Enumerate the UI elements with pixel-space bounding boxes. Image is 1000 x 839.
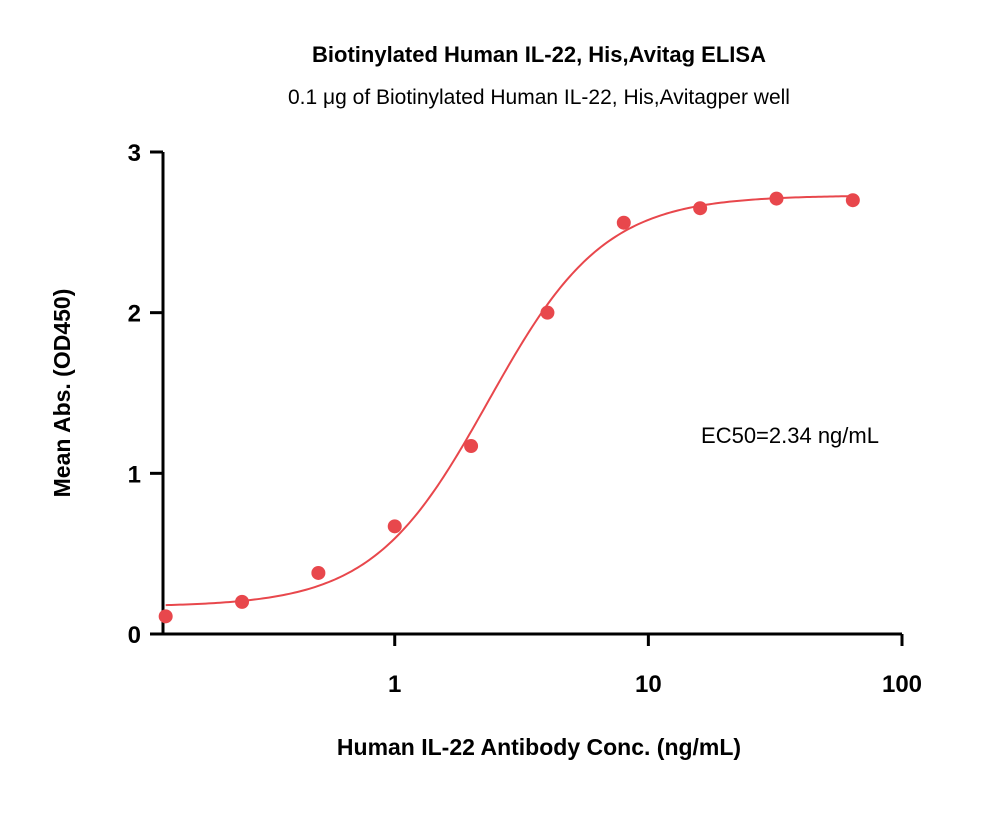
x-tick-label: 100 [882,671,922,698]
data-point [769,191,784,206]
axes [161,152,902,636]
data-point [387,519,402,534]
data-point [235,594,250,609]
data-point [616,215,631,230]
chart-subtitle: 0.1 μg of Biotinylated Human IL-22, His,… [288,86,790,109]
data-point [464,439,479,454]
data-point [845,193,860,208]
chart-title: Biotinylated Human IL-22, His,Avitag ELI… [312,42,766,67]
ticks: 0 1 2 3 1 10 100 [128,140,922,698]
data-points [158,191,860,624]
y-axis-label: Mean Abs. (OD450) [49,289,75,498]
x-axis-label: Human IL-22 Antibody Conc. (ng/mL) [337,734,741,760]
fit-curve-group [165,195,853,607]
y-tick-label: 1 [128,461,141,488]
x-tick-label: 1 [388,671,401,698]
y-tick-label: 3 [128,140,141,167]
data-point [693,201,708,216]
fit-curve [165,195,853,607]
ec50-annotation: EC50=2.34 ng/mL [701,423,879,448]
data-point [158,609,173,624]
x-tick-label: 10 [635,671,662,698]
y-tick-label: 2 [128,301,141,328]
data-point [311,565,326,580]
y-tick-label: 0 [128,622,141,649]
data-point [540,305,555,320]
